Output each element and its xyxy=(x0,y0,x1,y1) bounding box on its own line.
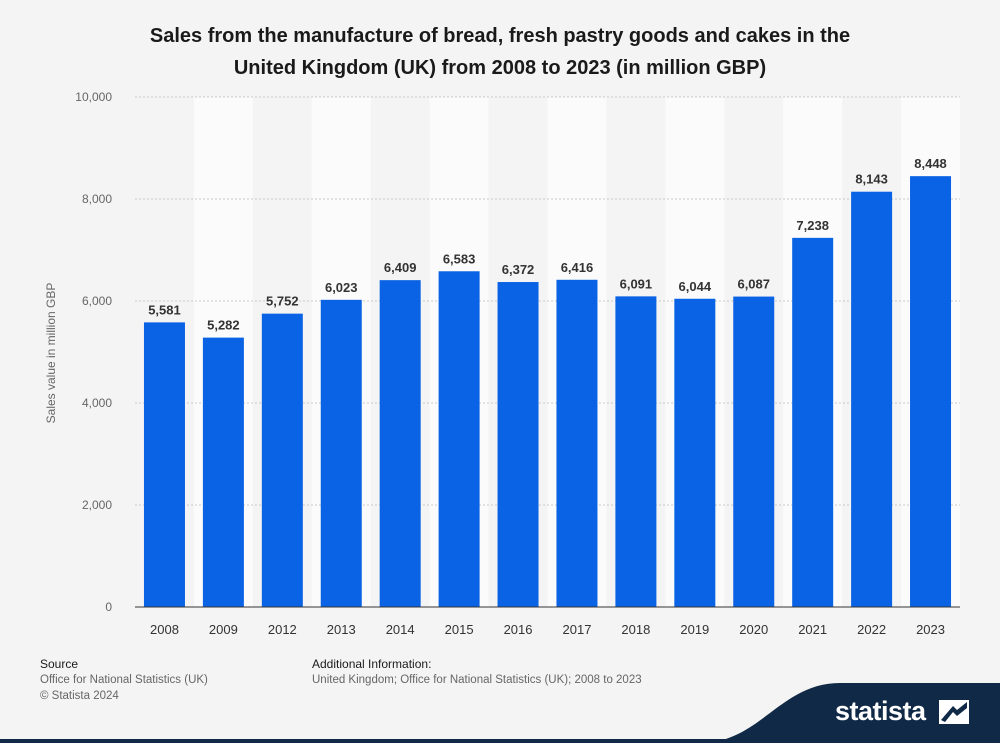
x-tick-label: 2013 xyxy=(327,622,356,637)
bars xyxy=(143,176,952,608)
bar xyxy=(851,191,893,607)
bar xyxy=(143,322,185,607)
x-tick-label: 2012 xyxy=(268,622,297,637)
x-tick-label: 2009 xyxy=(209,622,238,637)
x-tick-label: 2008 xyxy=(150,622,179,637)
x-axis-ticks: 2008 2009 2012 2013 2014 2015 2016 2017 2018 2019… xyxy=(150,622,945,637)
x-tick-label: 2023 xyxy=(916,622,945,637)
bar xyxy=(202,337,244,607)
value-label: 7,238 xyxy=(796,218,829,233)
x-tick-label: 2016 xyxy=(504,622,533,637)
value-label: 5,752 xyxy=(266,294,299,309)
value-label: 6,044 xyxy=(679,279,712,294)
bar xyxy=(910,176,952,608)
value-label: 8,143 xyxy=(855,172,888,187)
y-tick-label: 6,000 xyxy=(82,294,112,308)
source-heading: Source xyxy=(40,657,79,671)
bar xyxy=(615,296,657,607)
source-link[interactable]: Office for National Statistics (UK) xyxy=(40,674,208,686)
value-label: 6,023 xyxy=(325,280,358,295)
bar xyxy=(261,313,303,607)
x-tick-label: 2018 xyxy=(621,622,650,637)
bar xyxy=(320,299,362,607)
value-labels: 5,581 5,282 5,752 6,023 6,409 6,583 6,372 6,416… xyxy=(148,156,947,332)
x-tick-label: 2019 xyxy=(680,622,709,637)
x-tick-label: 2020 xyxy=(739,622,768,637)
chart-title-line-1: Sales from the manufacture of bread, fre… xyxy=(149,25,851,47)
x-tick-label: 2014 xyxy=(386,622,415,637)
bar xyxy=(556,279,598,607)
bar xyxy=(674,298,716,607)
x-tick-label: 2015 xyxy=(445,622,474,637)
statista-logo-text[interactable]: statista xyxy=(835,696,926,726)
bar xyxy=(379,280,421,607)
x-tick-label: 2017 xyxy=(563,622,592,637)
value-label: 8,448 xyxy=(914,156,947,171)
additional-info-block: Additional Information: United Kingdom; … xyxy=(312,656,642,688)
bar-chart: 0 2,000 4,000 6,000 8,000 10,000 Sales value … xyxy=(44,90,960,637)
value-label: 6,087 xyxy=(737,277,770,292)
value-label: 6,372 xyxy=(502,262,535,277)
value-label: 6,409 xyxy=(384,260,417,275)
y-tick-label: 0 xyxy=(105,600,112,614)
additional-info-heading: Additional Information: xyxy=(312,657,432,671)
bar xyxy=(733,296,775,607)
statista-logo-icon xyxy=(939,700,969,724)
copyright-text: © Statista 2024 xyxy=(40,690,119,702)
y-tick-label: 8,000 xyxy=(82,192,112,206)
value-label: 5,581 xyxy=(148,302,181,317)
chart-title-line-2: United Kingdom (UK) from 2008 to 2023 (i… xyxy=(233,57,767,79)
y-tick-label: 4,000 xyxy=(82,396,112,410)
value-label: 5,282 xyxy=(207,318,240,333)
value-label: 6,416 xyxy=(561,260,594,275)
y-axis-label: Sales value in million GBP xyxy=(44,283,58,424)
bar xyxy=(792,237,834,607)
bar xyxy=(438,271,480,607)
source-block: Source Office for National Statistics (U… xyxy=(40,656,208,704)
value-label: 6,583 xyxy=(443,251,476,266)
chart-title: Sales from the manufacture of bread, fre… xyxy=(100,20,900,84)
bar xyxy=(497,282,539,607)
x-tick-label: 2021 xyxy=(798,622,827,637)
x-tick-label: 2022 xyxy=(857,622,886,637)
y-axis-ticks: 0 2,000 4,000 6,000 8,000 10,000 xyxy=(75,90,112,614)
additional-info-text: United Kingdom; Office for National Stat… xyxy=(312,674,642,686)
y-tick-label: 2,000 xyxy=(82,498,112,512)
y-tick-label: 10,000 xyxy=(75,90,112,104)
value-label: 6,091 xyxy=(620,276,653,291)
